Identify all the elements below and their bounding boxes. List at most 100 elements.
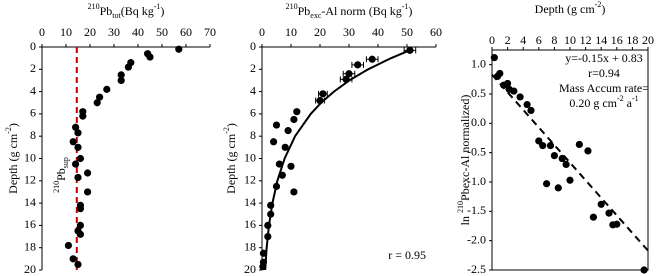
text-segment: -2 — [4, 127, 13, 134]
y-tick-label: 0 — [250, 39, 256, 53]
text-segment: -1 — [154, 2, 161, 11]
data-point — [96, 93, 104, 101]
text-segment: Pb — [100, 4, 113, 18]
data-point — [281, 143, 289, 151]
data-point — [64, 241, 72, 250]
y-tick-label: 12 — [24, 173, 36, 187]
y-tick-label: 6 — [30, 106, 36, 120]
y-tick-label: 1.0 — [471, 56, 486, 70]
x-tick-label: 18 — [626, 33, 638, 47]
text-segment: tot — [112, 11, 121, 20]
y-tick-label: 20 — [24, 262, 36, 276]
data-point — [406, 46, 414, 54]
x-tick-label: 40 — [372, 25, 384, 39]
y-axis-label: Depth (g cm-2) — [222, 123, 237, 194]
text-segment: -2 — [595, 0, 602, 9]
x-tick-label: 50 — [401, 25, 413, 39]
x-tick-label: 2 — [505, 33, 511, 47]
data-point — [84, 169, 92, 177]
data-point — [103, 85, 111, 93]
data-point — [74, 260, 82, 269]
x-axis-label: 210Pbtot(Bq kg-1) — [88, 2, 165, 20]
annotation: 0.20 g cm-2 a-1 — [569, 94, 638, 109]
y-tick-label: 20 — [244, 262, 256, 276]
y-tick-label: 8 — [30, 128, 36, 142]
text-segment: exc — [310, 11, 322, 20]
y-tick-label: 16 — [24, 217, 36, 231]
data-point — [510, 87, 518, 95]
y-tick-label: -1.0 — [467, 174, 486, 188]
data-point — [516, 93, 524, 101]
text-segment: 210 — [52, 181, 61, 193]
text-segment: -2 — [222, 127, 231, 134]
data-point — [605, 209, 613, 217]
x-axis-label: 210Pbexc-Al norm (Bq kg-1) — [286, 2, 413, 20]
data-point — [575, 140, 583, 149]
data-point — [69, 255, 77, 263]
data-point — [74, 129, 82, 137]
y-tick-label: 0.0 — [471, 115, 486, 129]
x-tick-label: 50 — [156, 25, 168, 39]
data-point — [76, 205, 84, 213]
data-point — [290, 115, 298, 124]
y-tick-label: 18 — [244, 239, 256, 253]
y-tick-label: 6 — [250, 106, 256, 120]
text-segment: Depth (g cm — [6, 133, 20, 194]
data-point — [270, 138, 278, 146]
x-tick-label: 12 — [580, 33, 592, 47]
y-tick-label: 16 — [244, 217, 256, 231]
data-point — [539, 142, 547, 150]
data-point — [496, 69, 504, 78]
data-point — [504, 79, 512, 88]
data-point — [76, 230, 84, 238]
data-point — [354, 61, 362, 69]
x-tick-label: 70 — [204, 25, 216, 39]
text-segment: Pb — [298, 4, 311, 18]
y-axis-label: Depth (g cm-2) — [4, 123, 19, 194]
x-tick-label: 10 — [285, 25, 297, 39]
y-tick-label: 4 — [250, 83, 256, 97]
data-point — [527, 106, 535, 115]
y-tick-label: 14 — [244, 195, 256, 209]
text-segment: y=-0.15x + 0.83 — [565, 51, 643, 65]
x-axis-label: Depth (g cm-2) — [535, 0, 606, 15]
data-point — [550, 152, 559, 160]
data-point — [345, 70, 353, 78]
text-segment: (Bq kg — [121, 4, 154, 18]
data-point — [543, 180, 551, 188]
data-point — [584, 147, 592, 155]
annotation: r = 0.95 — [388, 248, 426, 262]
data-point — [597, 200, 605, 208]
text-segment: ) — [6, 123, 20, 127]
text-segment: Pb — [54, 168, 68, 181]
x-tick-label: 0 — [39, 25, 45, 39]
data-point — [146, 53, 154, 61]
text-segment: sup — [61, 157, 70, 168]
text-segment: -2 — [617, 94, 624, 103]
data-point — [72, 160, 80, 168]
text-segment: -Al norm (Bq kg — [321, 4, 401, 18]
data-point — [84, 188, 92, 196]
x-tick-label: 14 — [595, 33, 607, 47]
data-point — [74, 173, 82, 182]
text-segment: r = 0.95 — [388, 248, 426, 262]
data-point — [93, 99, 101, 107]
x-tick-label: 20 — [84, 25, 96, 39]
x-tick-label: 30 — [108, 25, 120, 39]
text-segment: 210 — [456, 201, 465, 213]
text-segment: Depth (g cm — [535, 2, 596, 16]
data-point — [290, 188, 298, 196]
data-point — [546, 142, 555, 150]
x-tick-label: 20 — [642, 33, 654, 47]
x-tick-label: 20 — [314, 25, 326, 39]
annotation: y=-0.15x + 0.83 — [565, 51, 643, 65]
data-point — [76, 221, 84, 229]
fit-line — [264, 49, 410, 271]
x-tick-label: 0 — [489, 33, 495, 47]
data-point — [562, 160, 570, 168]
text-segment: r=0.94 — [588, 66, 620, 80]
x-tick-label: 10 — [60, 25, 72, 39]
data-point — [76, 154, 84, 163]
